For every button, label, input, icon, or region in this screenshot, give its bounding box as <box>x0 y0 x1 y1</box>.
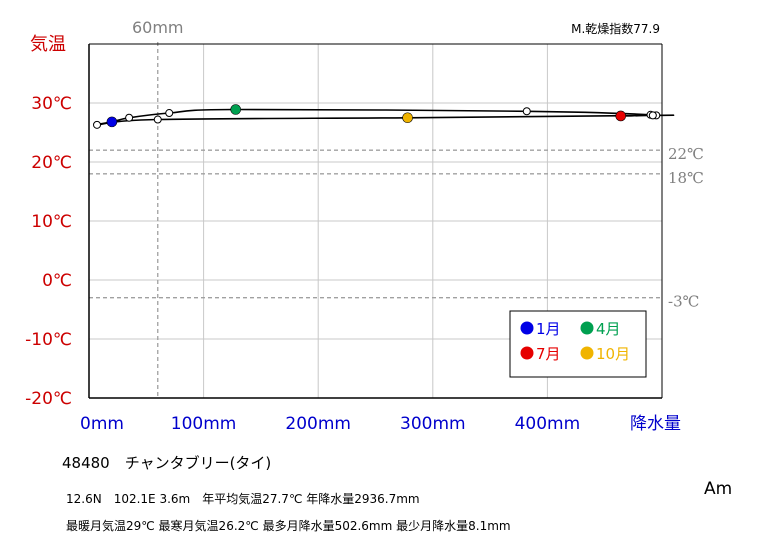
precip-reference-label: 60mm <box>132 18 184 37</box>
y-tick-label: 10℃ <box>31 212 72 232</box>
month-point-9 <box>648 111 657 120</box>
temp-reference-label: 18℃ <box>668 169 704 187</box>
climate-loop-line <box>94 108 675 126</box>
y-tick-label: -10℃ <box>25 330 72 350</box>
month-point-3 <box>165 109 174 118</box>
station-name: 48480 チャンタブリー(タイ) <box>62 454 272 472</box>
y-axis-title: 気温 <box>30 34 66 55</box>
series <box>93 104 675 129</box>
month-point-5 <box>522 107 531 116</box>
legend-label-7: 7月 <box>536 345 561 363</box>
temp-reference-label: 22℃ <box>668 145 704 163</box>
month-point-10 <box>402 112 413 124</box>
x-tick-label: 300mm <box>400 414 466 434</box>
y-tick-label: 30℃ <box>31 94 72 114</box>
legend-label-1: 1月 <box>536 320 561 338</box>
station-summary-line-1: 12.6N 102.1E 3.6m 年平均気温27.7℃ 年降水量2936.7m… <box>66 492 420 506</box>
y-tick-label: 0℃ <box>42 271 72 291</box>
x-tick-label: 400mm <box>515 414 581 434</box>
legend-marker-4 <box>580 321 594 335</box>
x-axis-title: 降水量 <box>630 414 681 434</box>
y-tick-label: -20℃ <box>25 389 72 409</box>
legend-label-4: 4月 <box>596 320 621 338</box>
axes <box>88 43 663 399</box>
x-tick-label: 100mm <box>171 414 237 434</box>
x-tick-label: 0mm <box>80 414 124 434</box>
legend-box <box>509 310 647 378</box>
legend: 1月 4月 7月 10月 <box>509 310 647 378</box>
month-point-1 <box>106 116 118 128</box>
month-point-12 <box>93 120 102 129</box>
reference-lines <box>89 42 662 398</box>
month-point-7 <box>615 110 627 122</box>
climate-class-label: Am <box>704 479 733 499</box>
x-tick-label: 200mm <box>285 414 351 434</box>
aridity-index-label: M.乾燥指数77.9 <box>571 21 660 36</box>
tick-labels: 60mm 22℃ 18℃ -3℃ 0mm 100mm 200mm 300mm 400mm 30℃ 2… <box>25 18 704 434</box>
month-point-11 <box>153 115 162 124</box>
climate-chart: 60mm 22℃ 18℃ -3℃ 0mm 100mm 200mm 300mm 400mm 30℃ 2… <box>25 18 704 434</box>
station-summary-line-2: 最暖月気温29℃ 最寒月気温26.2℃ 最多月降水量502.6mm 最少月降水量… <box>66 519 511 533</box>
temp-reference-label: -3℃ <box>668 293 699 311</box>
y-tick-label: 20℃ <box>31 153 72 173</box>
legend-label-10: 10月 <box>596 345 630 363</box>
legend-marker-1 <box>520 321 534 335</box>
legend-marker-10 <box>580 346 594 360</box>
month-point-4 <box>230 104 241 115</box>
month-point-2 <box>125 113 134 122</box>
legend-marker-7 <box>520 346 534 360</box>
